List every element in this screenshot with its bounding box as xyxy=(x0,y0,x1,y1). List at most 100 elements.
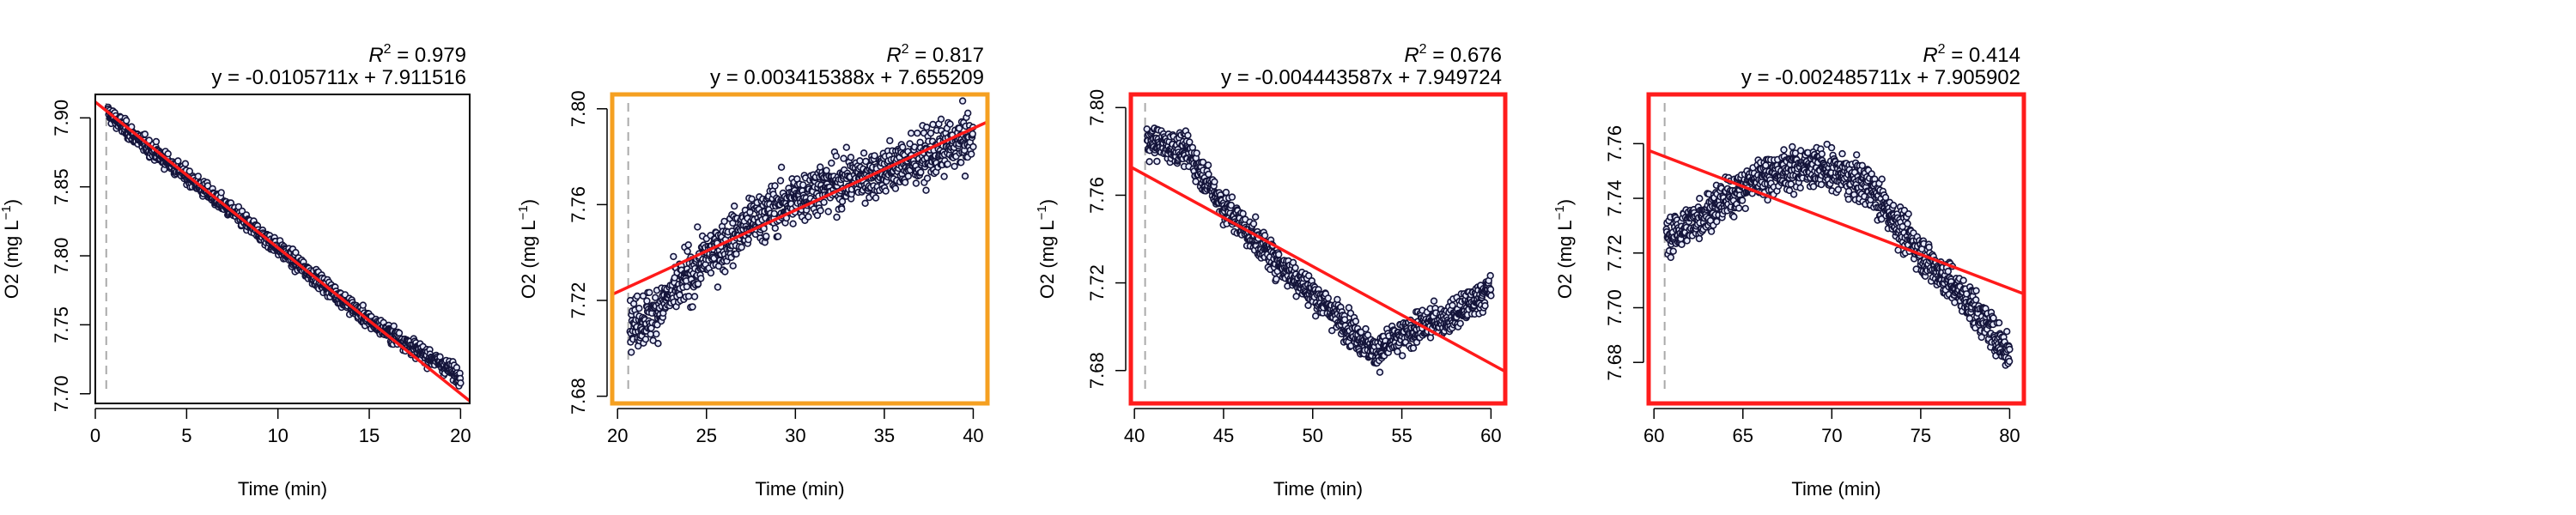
data-point xyxy=(646,288,653,296)
data-point xyxy=(1738,197,1747,204)
y-tick-label: 7.68 xyxy=(568,378,589,415)
data-point xyxy=(738,243,745,251)
data-point xyxy=(1291,264,1299,272)
x-tick-label: 15 xyxy=(359,425,380,446)
y-tick-label: 7.76 xyxy=(1086,177,1108,214)
data-point xyxy=(1456,319,1464,327)
regression-line xyxy=(1649,148,2024,296)
data-point xyxy=(901,179,909,186)
plot-frame xyxy=(1128,92,1508,406)
data-point xyxy=(643,297,651,305)
y-axis-label-superscript: −1 xyxy=(1552,205,1567,220)
x-tick-label: 60 xyxy=(1480,425,1501,446)
x-axis-label: Time (min) xyxy=(238,478,327,500)
data-point xyxy=(2003,328,2011,336)
data-point xyxy=(817,207,824,215)
x-tick-label: 80 xyxy=(1999,425,2020,446)
data-point xyxy=(1249,220,1258,227)
data-point xyxy=(1274,251,1283,258)
y-tick-label: 7.90 xyxy=(51,100,72,136)
r-squared-label: R2 = 0.817 xyxy=(886,42,984,67)
data-point xyxy=(929,120,937,129)
data-point xyxy=(707,269,715,277)
r-squared-label: R2 = 0.979 xyxy=(368,42,466,67)
data-point xyxy=(1334,295,1341,304)
data-point xyxy=(1944,267,1953,276)
data-point xyxy=(1199,158,1207,167)
plot-frame xyxy=(1646,92,2026,406)
data-point xyxy=(1972,296,1980,304)
data-point xyxy=(1823,140,1831,148)
r-squared-superscript: 2 xyxy=(902,42,909,57)
data-point xyxy=(824,208,832,215)
data-point xyxy=(683,247,691,255)
data-point xyxy=(891,185,900,192)
y-tick-label: 7.76 xyxy=(568,186,589,223)
regression-equation: y = -0.002485711x + 7.905902 xyxy=(1741,66,2020,89)
data-point xyxy=(1696,195,1704,203)
data-point xyxy=(789,220,797,227)
y-tick-label: 7.76 xyxy=(1604,125,1625,162)
data-point xyxy=(805,213,812,221)
regression-line xyxy=(95,100,470,403)
data-point xyxy=(1827,143,1836,152)
data-point xyxy=(1707,227,1716,235)
y-axis-label-end: ) xyxy=(1,199,22,205)
data-point xyxy=(1972,287,1980,294)
data-point xyxy=(1211,178,1218,186)
data-point xyxy=(627,348,635,356)
data-point xyxy=(1853,151,1861,159)
data-point xyxy=(914,129,921,137)
data-point xyxy=(1362,324,1370,333)
data-point xyxy=(141,130,149,138)
plot-frame xyxy=(610,92,990,406)
data-point xyxy=(683,282,691,291)
data-point xyxy=(1486,271,1494,280)
data-point xyxy=(1978,333,1985,342)
data-point xyxy=(944,160,951,168)
r-squared-value: = 0.676 xyxy=(1427,44,1502,67)
data-point xyxy=(1889,202,1898,209)
data-point xyxy=(967,150,975,158)
data-point xyxy=(1304,272,1313,280)
data-point xyxy=(842,143,850,151)
data-point xyxy=(969,142,977,151)
y-tick-label: 7.70 xyxy=(51,375,72,412)
data-point xyxy=(955,124,963,132)
data-point xyxy=(777,163,786,172)
x-tick-label: 25 xyxy=(696,425,717,446)
y-axis-label-main: O2 (mg L xyxy=(1554,220,1576,299)
data-point xyxy=(729,262,737,270)
data-points xyxy=(1662,140,2014,369)
r-squared-superscript: 2 xyxy=(1938,42,1946,57)
data-point xyxy=(689,303,696,311)
data-point xyxy=(292,249,300,257)
x-tick-label: 35 xyxy=(874,425,895,446)
data-point xyxy=(898,143,907,151)
y-axis-label: O2 (mg L−1) xyxy=(1552,199,1576,299)
y-tick-label: 7.68 xyxy=(1604,344,1625,381)
y-axis-label-superscript: −1 xyxy=(1035,205,1049,220)
data-point xyxy=(1809,183,1818,191)
y-axis-label: O2 (mg L−1) xyxy=(1035,199,1058,299)
data-point xyxy=(1905,210,1912,218)
data-point xyxy=(1430,297,1438,305)
y-axis-label-superscript: −1 xyxy=(516,205,531,220)
data-point xyxy=(2006,345,2014,354)
data-point xyxy=(922,186,930,194)
data-point xyxy=(1481,302,1489,310)
data-point xyxy=(799,181,807,189)
data-point xyxy=(1735,204,1743,212)
y-axis-label-end: ) xyxy=(1554,199,1576,205)
r-squared-superscript: 2 xyxy=(384,42,392,57)
data-point xyxy=(1153,157,1161,166)
data-point xyxy=(748,195,756,203)
data-point xyxy=(1990,314,1997,322)
r-squared-superscript: 2 xyxy=(1419,42,1427,57)
data-point xyxy=(647,330,654,338)
data-point xyxy=(1486,286,1495,294)
